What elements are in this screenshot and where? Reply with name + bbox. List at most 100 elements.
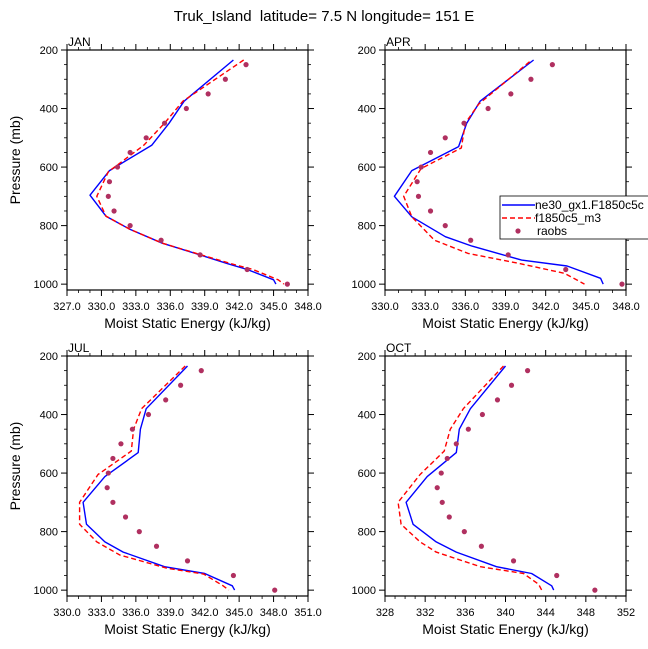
raobs-point	[122, 514, 129, 520]
raobs-point	[414, 179, 420, 185]
panel-apr: 330.0 333.0 336.0 339.0 342.0 345.0 348.0 200 40…	[352, 35, 640, 331]
x-axis-title: Moist Static Energy (kJ/kg)	[422, 621, 589, 637]
raobs-point	[205, 91, 211, 97]
x-tick-label: 348.0	[294, 301, 322, 313]
raobs-point	[127, 223, 133, 229]
x-tick-label: 348	[577, 607, 595, 619]
x-tick-label: 345.0	[260, 301, 288, 313]
y-tick-label: 800	[40, 527, 58, 539]
raobs-point	[438, 470, 444, 476]
x-tick-label: 330.0	[53, 607, 81, 619]
raobs-point	[184, 558, 191, 564]
raobs-point	[563, 266, 569, 273]
x-tick-label: 333.0	[122, 301, 150, 313]
x-tick-label: 352	[617, 607, 635, 619]
x-tick-label: 351.0	[294, 607, 322, 619]
panel-title: JAN	[68, 35, 91, 49]
raobs-point	[508, 91, 514, 97]
y-tick-label: 400	[40, 410, 58, 422]
raobs-point	[465, 426, 471, 432]
plot-frame	[66, 49, 309, 291]
raobs-point	[244, 266, 250, 273]
x-tick-label: 345.0	[572, 301, 600, 313]
y-tick-label: 600	[40, 468, 58, 480]
raobs-point	[461, 529, 467, 535]
raobs-point	[284, 281, 290, 287]
y-tick-label: 600	[40, 162, 58, 174]
x-tick-label: 327.0	[53, 301, 81, 313]
raobs-point	[104, 485, 110, 491]
y-tick-label: 400	[358, 104, 376, 116]
x-tick-label: 330.0	[88, 301, 116, 313]
raobs-point	[272, 587, 278, 593]
x-axis-title: Moist Static Energy (kJ/kg)	[422, 315, 589, 331]
y-tick-label: 1000	[352, 279, 376, 291]
x-tick-label: 340	[496, 607, 514, 619]
y-tick-label: 200	[358, 45, 376, 57]
x-tick-label: 328	[376, 607, 394, 619]
legend-label: raobs	[537, 224, 567, 238]
raobs-point	[198, 368, 204, 374]
raobs-point	[479, 411, 486, 418]
x-tick-label: 332	[416, 607, 434, 619]
x-axis-title: Moist Static Energy (kJ/kg)	[104, 315, 271, 331]
raobs-point	[105, 470, 111, 476]
y-tick-label: 600	[358, 162, 376, 174]
x-tick-label: 333.0	[411, 301, 439, 313]
y-tick-label: 800	[358, 527, 376, 539]
f1850c5-m3-line	[96, 59, 285, 285]
raobs-point	[478, 543, 484, 549]
raobs-point	[118, 441, 124, 447]
raobs-point	[510, 558, 517, 564]
raobs-point	[145, 411, 152, 418]
raobs-point	[549, 62, 555, 68]
y-tick-label: 200	[40, 45, 58, 57]
raobs-point	[222, 76, 228, 82]
raobs-point	[158, 237, 164, 243]
raobs-point	[111, 208, 117, 214]
raobs-point	[528, 76, 534, 82]
raobs-point	[127, 149, 133, 156]
y-tick-label: 400	[40, 104, 58, 116]
panel-title: APR	[386, 35, 411, 49]
x-tick-label: 336.0	[452, 301, 480, 313]
y-tick-label: 400	[358, 410, 376, 422]
raobs-point	[161, 120, 168, 126]
raobs-point	[434, 485, 440, 491]
raobs-point	[106, 179, 113, 185]
series-group	[397, 365, 598, 593]
raobs-point	[110, 455, 116, 462]
y-tick-label: 1000	[352, 585, 376, 597]
raobs-point	[524, 368, 531, 374]
panel-jul: 330.0 333.0 336.0 339.0 342.0 345.0 348.0 351.0…	[7, 341, 322, 637]
raobs-point	[197, 252, 203, 258]
x-tick-label: 339.0	[157, 607, 185, 619]
x-tick-label: 342.0	[225, 301, 253, 313]
raobs-point	[105, 193, 111, 199]
raobs-point	[461, 120, 467, 126]
raobs-point	[427, 208, 434, 214]
f1850c5-m3-line	[403, 61, 585, 285]
x-tick-label: 348.0	[260, 607, 288, 619]
raobs-point	[442, 223, 448, 229]
x-tick-label: 344	[536, 607, 554, 619]
y-tick-label: 600	[358, 468, 376, 480]
raobs-point	[153, 543, 160, 549]
raobs-point	[442, 135, 448, 141]
x-tick-label: 339.0	[191, 301, 219, 313]
y-tick-label: 800	[40, 221, 58, 233]
x-tick-label: 333.0	[88, 607, 116, 619]
x-tick-label: 342.0	[532, 301, 560, 313]
raobs-point	[183, 105, 189, 112]
plot-frame	[66, 355, 309, 597]
panel-oct: 328 332 336 340 344 348 352 200 400 600 800 1000 OCT…	[352, 341, 636, 637]
legend-swatch-marker	[515, 228, 521, 234]
raobs-point	[494, 397, 501, 403]
y-axis-title: Pressure (mb)	[7, 116, 23, 205]
x-tick-label: 339.0	[492, 301, 520, 313]
raobs-point	[143, 135, 149, 141]
series-group	[78, 365, 278, 593]
raobs-point	[415, 193, 422, 199]
